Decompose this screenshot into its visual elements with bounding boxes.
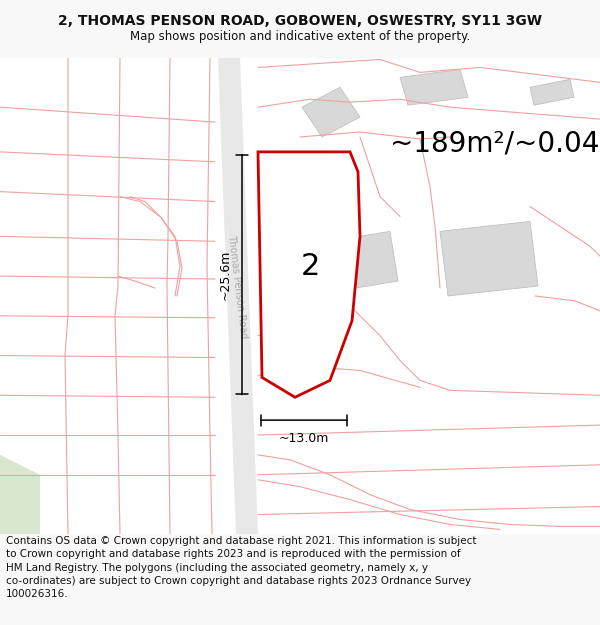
- Polygon shape: [0, 455, 40, 534]
- Text: ~13.0m: ~13.0m: [279, 432, 329, 445]
- Polygon shape: [330, 231, 398, 291]
- Polygon shape: [530, 79, 574, 105]
- Polygon shape: [400, 69, 468, 105]
- Text: ~189m²/~0.047ac.: ~189m²/~0.047ac.: [390, 129, 600, 157]
- Text: 2: 2: [301, 252, 320, 281]
- Text: ~25.6m: ~25.6m: [219, 249, 232, 300]
- Polygon shape: [302, 88, 360, 137]
- Text: Contains OS data © Crown copyright and database right 2021. This information is : Contains OS data © Crown copyright and d…: [6, 536, 476, 599]
- Polygon shape: [440, 221, 538, 296]
- Polygon shape: [258, 152, 360, 398]
- Text: 2, THOMAS PENSON ROAD, GOBOWEN, OSWESTRY, SY11 3GW: 2, THOMAS PENSON ROAD, GOBOWEN, OSWESTRY…: [58, 14, 542, 28]
- Text: Map shows position and indicative extent of the property.: Map shows position and indicative extent…: [130, 30, 470, 43]
- Text: Thomas Penson Road: Thomas Penson Road: [226, 234, 248, 339]
- Polygon shape: [218, 58, 258, 534]
